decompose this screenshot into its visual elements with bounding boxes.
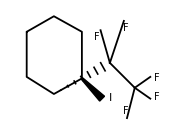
Text: F: F [123, 106, 129, 116]
Text: F: F [155, 73, 160, 83]
Text: F: F [123, 23, 129, 33]
Text: I: I [109, 93, 112, 103]
Text: F: F [155, 92, 160, 102]
Polygon shape [81, 78, 105, 101]
Text: F: F [94, 32, 100, 42]
